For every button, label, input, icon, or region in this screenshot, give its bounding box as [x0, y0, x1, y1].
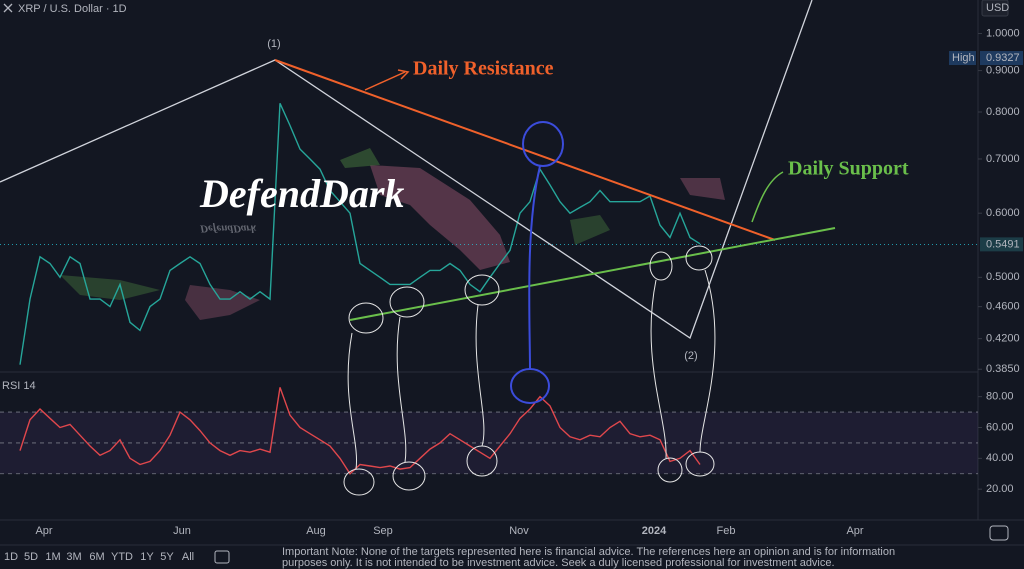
plot: 1.0000 0.9000 0.8000 0.7000 0.6000 0.5000 0.46…	[0, 27, 1023, 495]
range-button[interactable]: 1M	[45, 551, 60, 563]
range-icon[interactable]	[214, 550, 230, 564]
highlight-circle	[510, 368, 550, 404]
circle	[392, 461, 426, 491]
y-tick-label: 0.3850	[986, 363, 1020, 375]
circle	[649, 251, 673, 281]
wave-lines	[0, 0, 813, 340]
cloud	[185, 285, 260, 320]
resistance-label: Daily Resistance	[413, 58, 554, 80]
close-icon	[3, 3, 13, 13]
y-tick-label: 0.9000	[986, 64, 1020, 76]
cloud	[570, 215, 610, 245]
watermark: DefendDark	[199, 171, 404, 216]
y-tick-label: 0.4600	[986, 301, 1020, 313]
x-tick-label: Nov	[509, 525, 529, 537]
circle	[389, 286, 425, 318]
cloud	[370, 165, 510, 270]
x-tick-label: Sep	[373, 525, 393, 537]
y-tick-label: 0.4200	[986, 333, 1020, 345]
y-tick-label: 0.8000	[986, 106, 1020, 118]
circle	[685, 245, 713, 271]
currency[interactable]: USD	[986, 2, 1009, 14]
range-button[interactable]: 6M	[89, 551, 104, 563]
range-button[interactable]: YTD	[111, 551, 133, 563]
x-tick-label: 2024	[642, 525, 667, 537]
arrow	[751, 171, 784, 223]
price-line	[19, 103, 701, 365]
y-tick-label: 40.00	[986, 452, 1014, 464]
x-tick-label: Feb	[717, 525, 736, 537]
y-tick-label: 0.6000	[986, 207, 1020, 219]
range-button[interactable]: 5D	[24, 551, 38, 563]
settings-icon[interactable]	[989, 525, 1009, 541]
high-value: 0.9327	[986, 52, 1020, 64]
y-tick-label: 60.00	[986, 421, 1014, 433]
wave-label: (2)	[684, 350, 697, 362]
y-tick-label: 1.0000	[986, 27, 1020, 39]
highlight-circle	[522, 121, 564, 167]
range-button[interactable]: 1D	[4, 551, 18, 563]
support-label: Daily Support	[788, 158, 909, 180]
circle	[464, 274, 500, 306]
cloud	[340, 148, 380, 168]
x-tick-label: Apr	[35, 525, 52, 537]
last-price-box	[980, 237, 1023, 252]
pane-backgrounds	[0, 0, 1024, 546]
high-value-box	[980, 51, 1023, 66]
connector	[528, 165, 541, 371]
disclaimer: Important Note: None of the targets repr…	[282, 546, 895, 558]
wave-label: (1)	[267, 38, 280, 50]
rsi-line	[19, 387, 701, 475]
circle	[343, 468, 375, 496]
resistance-line	[274, 59, 776, 241]
x-tick-label: Aug	[306, 525, 326, 537]
y-tick-label: 0.5000	[986, 271, 1020, 283]
high-label: High	[952, 52, 975, 64]
last-price: 0.5491	[986, 238, 1020, 250]
drawings: DefendDark	[0, 0, 1009, 564]
range-button[interactable]: 5Y	[160, 551, 174, 563]
high-label-box	[949, 51, 976, 66]
support-line	[349, 227, 836, 321]
circle	[348, 302, 384, 334]
currency-box[interactable]	[981, 0, 1009, 17]
y-tick-label: 0.7000	[986, 153, 1020, 165]
range-button[interactable]: All	[182, 551, 194, 563]
circle	[657, 457, 683, 483]
marker-circles	[343, 245, 716, 496]
arrow	[364, 69, 410, 91]
y-tick-label: 80.00	[986, 391, 1014, 403]
y-tick-label: 20.00	[986, 483, 1014, 495]
disclaimer: purposes only. It is not intended to be …	[282, 557, 835, 569]
x-tick-label: Jun	[173, 525, 191, 537]
range-button[interactable]: 1Y	[140, 551, 154, 563]
watermark-reflection: DefendDark	[199, 222, 257, 234]
pane-title: RSI 14	[2, 380, 36, 392]
chart-title: XRP / U.S. Dollar · 1D	[18, 3, 127, 15]
connectors	[347, 269, 716, 470]
x-tick-label: Apr	[846, 525, 863, 537]
cloud	[680, 178, 725, 200]
range-button[interactable]: 3M	[66, 551, 81, 563]
